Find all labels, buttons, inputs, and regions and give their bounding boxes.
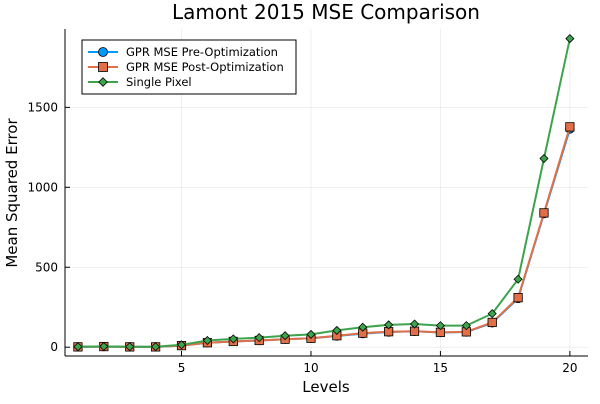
y-tick-label: 1000 [27, 180, 58, 194]
data-point [73, 342, 83, 352]
data-point [125, 342, 135, 352]
series-3 [73, 34, 575, 352]
legend-label: GPR MSE Post-Optimization [126, 60, 284, 74]
legend-marker [98, 77, 108, 87]
data-point [151, 342, 161, 352]
legend-label: GPR MSE Pre-Optimization [126, 45, 278, 59]
data-point [384, 320, 394, 330]
x-tick-label: 15 [433, 361, 448, 375]
legend-marker [98, 62, 108, 72]
data-point [461, 321, 471, 331]
y-axis-label: Mean Squared Error [3, 118, 21, 268]
chart-title: Lamont 2015 MSE Comparison [172, 0, 480, 24]
data-point [306, 329, 316, 339]
data-point [280, 331, 290, 341]
legend-label: Single Pixel [126, 75, 192, 89]
data-point [254, 333, 264, 343]
data-point [358, 322, 368, 332]
data-point [565, 34, 575, 44]
data-point [99, 341, 109, 351]
data-point [176, 340, 187, 350]
data-point [409, 319, 420, 329]
legend-item: Single Pixel [88, 75, 192, 89]
data-point [539, 208, 549, 218]
series-line [77, 38, 571, 348]
data-point [487, 317, 497, 328]
series-2 [73, 122, 575, 352]
x-axis-label: Levels [302, 378, 350, 396]
x-tick-label: 20 [562, 361, 577, 375]
data-point [332, 325, 342, 335]
x-tick-label: 10 [303, 361, 318, 375]
data-point [513, 274, 523, 284]
data-point [539, 153, 549, 164]
data-point [513, 293, 523, 303]
x-tick-label: 5 [178, 361, 186, 375]
y-tick-label: 500 [35, 260, 58, 274]
legend-marker [98, 47, 108, 57]
legend-item: GPR MSE Pre-Optimization [88, 45, 278, 59]
tick-labels: 5 10 15 20 0 500 1000 1500 [27, 100, 577, 375]
data-point [228, 334, 238, 344]
data-point [565, 122, 575, 132]
data-point [202, 335, 212, 346]
axes [64, 29, 588, 357]
series-group [73, 34, 575, 352]
y-tick-label: 0 [50, 340, 58, 354]
data-point [435, 321, 445, 331]
data-point [487, 309, 497, 319]
legend-item: GPR MSE Post-Optimization [88, 60, 284, 74]
y-tick-label: 1500 [27, 100, 58, 114]
